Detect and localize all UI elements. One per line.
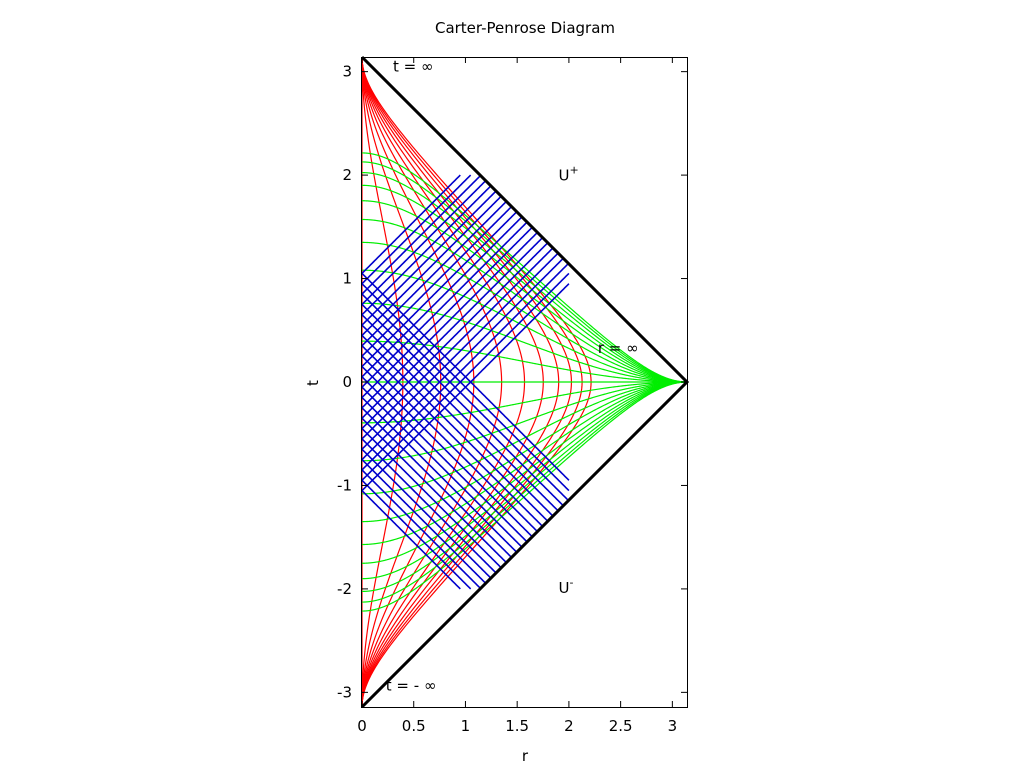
constant-t-curve <box>362 171 687 383</box>
null-line-outgoing <box>361 222 528 388</box>
constant-t-curve <box>362 241 687 383</box>
constant-t-curve <box>362 381 687 580</box>
null-line-outgoing <box>361 242 548 430</box>
annotation-superscript: - <box>570 576 574 589</box>
null-line-ingoing <box>361 438 497 573</box>
constant-t-curve <box>362 152 687 383</box>
annotation-label: U+ <box>559 163 579 184</box>
annotation-label: r = ∞ <box>598 339 639 357</box>
null-line-outgoing <box>361 247 553 440</box>
x-tick-label: 0 <box>357 717 367 735</box>
constant-t-curve <box>362 340 687 383</box>
x-tick-label: 0.5 <box>402 717 426 735</box>
y-tick-label: -3 <box>337 683 352 701</box>
null-line-outgoing <box>361 237 543 419</box>
x-tick-label: 1.5 <box>505 717 529 735</box>
null-line-ingoing <box>361 293 569 501</box>
constant-t-curve <box>362 381 687 546</box>
constant-t-curve <box>362 184 687 383</box>
constant-t-curve <box>362 381 687 603</box>
null-line-outgoing <box>361 283 570 492</box>
null-line-ingoing <box>361 355 538 532</box>
constant-t-curve <box>362 302 687 383</box>
x-axis-label: r <box>522 747 529 765</box>
constant-t-curve <box>362 200 687 383</box>
null-line-outgoing <box>361 175 481 295</box>
y-tick-label: 1 <box>342 270 352 288</box>
y-axis-label: t <box>304 380 322 386</box>
annotation-superscript: + <box>570 163 579 176</box>
null-line-outgoing <box>361 196 502 337</box>
null-line-ingoing <box>361 459 486 584</box>
y-tick-label: 3 <box>342 63 352 81</box>
null-line-outgoing <box>361 174 472 285</box>
null-line-ingoing <box>361 407 512 558</box>
null-line-outgoing <box>361 206 512 357</box>
constant-t-curve <box>362 381 687 424</box>
x-tick-label: 1 <box>461 717 471 735</box>
null-line-outgoing <box>361 253 559 450</box>
null-line-ingoing <box>361 479 472 590</box>
null-line-ingoing <box>361 417 507 563</box>
null-line-outgoing <box>361 263 569 471</box>
null-line-outgoing <box>361 201 507 347</box>
annotation-label: U- <box>559 576 574 597</box>
constant-t-curve <box>362 381 687 593</box>
constant-t-curve <box>362 218 687 383</box>
constant-t-curve <box>362 381 687 462</box>
null-line-ingoing <box>361 386 522 548</box>
y-tick-label: 2 <box>342 166 352 184</box>
constant-t-curve <box>362 381 687 612</box>
constant-t-curve <box>362 161 687 383</box>
annotation-label: t = - ∞ <box>386 676 437 694</box>
constant-t-curve <box>362 381 687 523</box>
chart-title: Carter-Penrose Diagram <box>435 19 615 37</box>
null-line-ingoing <box>361 365 533 537</box>
constant-t-curve <box>362 381 687 564</box>
null-line-outgoing <box>361 227 533 399</box>
null-line-outgoing <box>361 191 497 326</box>
null-line-ingoing <box>361 448 491 579</box>
null-line-ingoing <box>361 303 564 506</box>
y-tick-label: -2 <box>337 580 352 598</box>
null-line-ingoing <box>361 490 461 590</box>
null-line-outgoing <box>361 211 517 368</box>
null-line-outgoing <box>361 258 564 461</box>
null-line-outgoing <box>361 185 491 316</box>
curves-layer <box>361 57 687 707</box>
null-line-outgoing <box>361 216 522 378</box>
annotation-label: t = ∞ <box>393 58 433 76</box>
null-line-ingoing <box>361 324 553 517</box>
null-line-outgoing <box>361 232 538 409</box>
x-tick-label: 2.5 <box>609 717 633 735</box>
null-line-ingoing <box>361 314 559 511</box>
null-line-ingoing <box>361 469 481 589</box>
x-tick-label: 3 <box>668 717 678 735</box>
null-line-ingoing <box>361 376 528 542</box>
x-tick-label: 2 <box>564 717 574 735</box>
null-line-ingoing <box>361 427 502 568</box>
null-line-outgoing <box>361 174 461 274</box>
y-tick-label: 0 <box>342 373 352 391</box>
null-line-outgoing <box>361 180 486 305</box>
plot-frame <box>361 57 688 708</box>
y-tick-label: -1 <box>337 476 352 494</box>
axis-ticks: 0 0.5 1 1.5 2 2.5 3 -3 -2 -1 0 1 2 3 <box>337 57 687 735</box>
null-line-ingoing <box>361 345 543 527</box>
null-line-outgoing <box>361 272 570 481</box>
